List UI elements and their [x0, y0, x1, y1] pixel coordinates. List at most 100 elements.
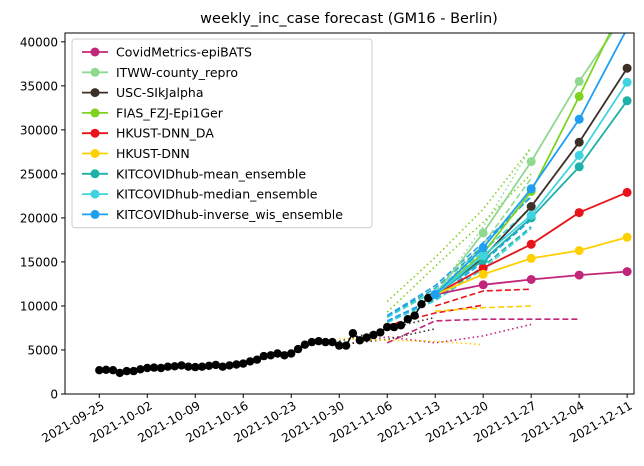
legend-label: KITCOVIDhub-median_ensemble [116, 187, 318, 202]
truth-point [266, 351, 275, 360]
truth-point [245, 357, 255, 366]
truth-point [232, 360, 241, 369]
truth-point [410, 311, 419, 320]
legend-swatch-marker [90, 209, 100, 219]
truth-point [321, 337, 330, 347]
truth-point [314, 337, 323, 346]
kitcovidhub-inverse-wis-ensemble-lower-line [386, 219, 532, 322]
y-tick-label: 10000 [20, 299, 58, 313]
truth-point [177, 361, 186, 370]
kitcovidhub-median-ensemble-point [526, 210, 536, 220]
truth-point [259, 351, 268, 361]
legend-swatch-marker [90, 189, 100, 199]
legend-label: CovidMetrics-epiBATS [116, 45, 252, 60]
y-tick-label: 25000 [20, 167, 58, 181]
kitcovidhub-inverse-wis-ensemble-point [574, 114, 584, 124]
covidmetrics-epibats-point [574, 270, 584, 280]
legend-entry-hkust-dnn-da: HKUST-DNN_DA [82, 126, 214, 141]
kitcovidhub-inverse-wis-ensemble-point [478, 243, 488, 253]
legend-swatch-marker [90, 67, 100, 77]
legend-label: FIAS_FZJ-Epi1Ger [116, 105, 224, 120]
truth-point [149, 363, 159, 372]
y-tick-label: 40000 [20, 35, 58, 49]
legend-box [71, 38, 373, 229]
truth-point [156, 363, 166, 373]
truth-point [369, 330, 378, 340]
legend-entry-kitcovidhub-mean-ensemble: KITCOVIDhub-mean_ensemble [82, 166, 306, 181]
hkust-dnn-da-lower-line [387, 304, 484, 327]
truth-point [95, 366, 104, 375]
itww-county-repro-point [526, 157, 536, 167]
fias-fzj-epi1ger-median-line [434, 33, 612, 296]
legend-swatch-marker [90, 128, 100, 138]
truth-point [108, 366, 118, 375]
legend-swatch-marker [90, 108, 100, 118]
kitcovidhub-inverse-wis-ensemble-point [526, 184, 536, 194]
truth-point [362, 333, 371, 342]
truth-point [293, 344, 303, 354]
hkust-dnn-point [526, 253, 536, 263]
kitcovidhub-median-ensemble-point [622, 77, 632, 87]
y-tick-label: 20000 [20, 211, 58, 225]
hkust-dnn-point [478, 269, 488, 279]
itww-county-repro-median-line [434, 33, 614, 296]
truth-point [273, 349, 282, 358]
usc-sikjalpha-lower-line [339, 328, 436, 346]
truth-point [191, 362, 200, 372]
truth-point [341, 341, 351, 350]
fias-fzj-epi1ger-point [574, 91, 584, 101]
kitcovidhub-inverse-wis-ensemble-point [430, 290, 440, 299]
truth-point [136, 365, 145, 374]
hkust-dnn-da-point [622, 187, 632, 197]
covidmetrics-epibats-point [526, 275, 536, 284]
truth-point [211, 360, 220, 370]
itww-county-repro-point [623, 7, 632, 16]
kitcovidhub-median-ensemble-point [478, 251, 488, 261]
truth-point [143, 363, 152, 373]
usc-sikjalpha-point [574, 137, 584, 147]
legend-swatch-marker [90, 47, 100, 57]
chart-title: weekly_inc_case forecast (GM16 - Berlin) [200, 11, 498, 27]
truth-point [287, 349, 296, 358]
truth-line [99, 293, 436, 374]
usc-sikjalpha-point [526, 202, 536, 211]
legend-entry-fias-fzj-epi1ger: FIAS_FZJ-Epi1Ger [82, 105, 224, 120]
hkust-dnn-lower-line [339, 337, 484, 346]
legend: CovidMetrics-epiBATS ITWW-county_repro USC… [71, 38, 373, 229]
hkust-dnn-upper-line [435, 305, 532, 312]
truth-point [355, 336, 364, 345]
truth-point [129, 366, 138, 376]
legend-swatch-marker [90, 149, 100, 158]
fias-fzj-epi1ger-point [623, 0, 632, 2]
legend-entry-covidmetrics-epibats: CovidMetrics-epiBATS [82, 45, 252, 60]
hkust-dnn-point [622, 232, 632, 242]
truth-point [348, 329, 358, 338]
plot-area [95, 0, 632, 378]
legend-entry-usc-sikjalpha: USC-SIkJalpha [82, 85, 204, 100]
fias-fzj-epi1ger-upper-line [386, 147, 532, 303]
covidmetrics-epibats-point [478, 280, 488, 290]
truth-point [170, 362, 179, 371]
legend-swatch-marker [90, 88, 100, 98]
legend-entry-hkust-dnn: HKUST-DNN [82, 146, 190, 161]
truth-point [184, 362, 193, 371]
truth-point [122, 366, 131, 376]
legend-label: KITCOVIDhub-inverse_wis_ensemble [116, 207, 343, 222]
kitcovidhub-mean-ensemble-point [574, 162, 584, 172]
legend-label: USC-SIkJalpha [116, 85, 204, 100]
truth-point [197, 362, 207, 371]
truth-point [424, 293, 433, 303]
usc-sikjalpha-point [622, 63, 632, 73]
kitcovidhub-mean-ensemble-lower-line [386, 226, 532, 323]
legend-entry-kitcovidhub-median-ensemble: KITCOVIDhub-median_ensemble [82, 187, 318, 202]
truth-point [101, 365, 111, 374]
truth-point [417, 300, 426, 309]
legend-label: ITWW-county_repro [116, 65, 238, 80]
plot-frame [64, 32, 635, 395]
y-tick-label: 35000 [20, 79, 58, 93]
truth-point [389, 322, 399, 332]
hkust-dnn-da-point [478, 263, 488, 273]
legend-label: HKUST-DNN_DA [116, 126, 214, 141]
truth-point [204, 361, 214, 370]
